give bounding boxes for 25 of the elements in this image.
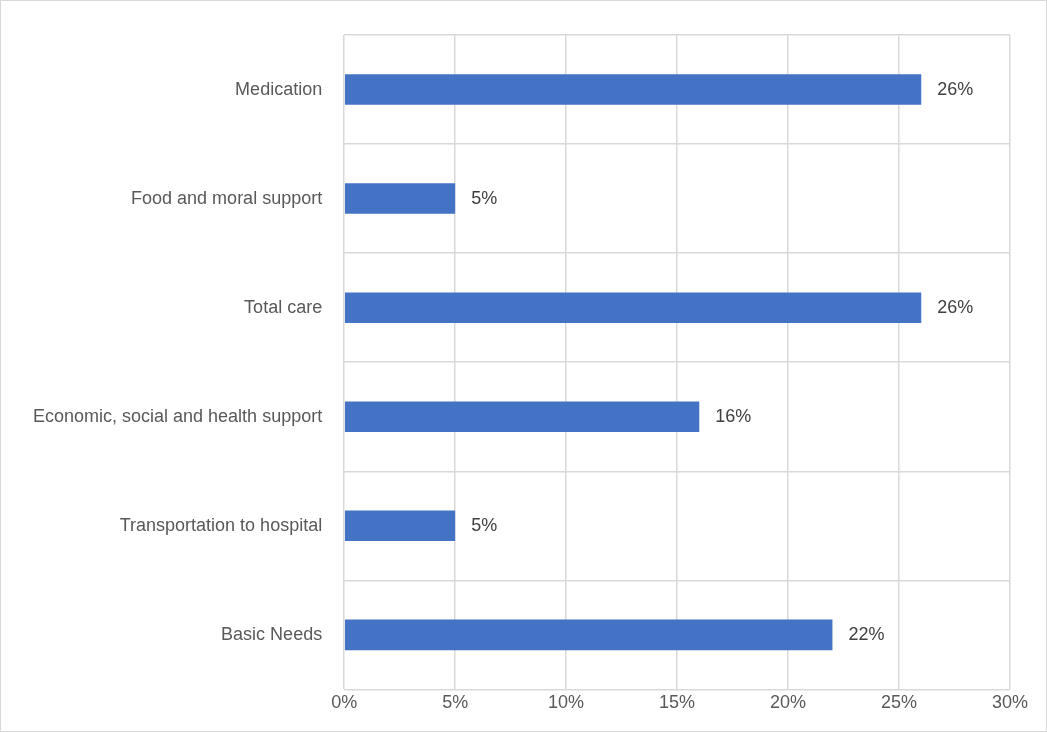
x-tick-label: 5% [442, 692, 469, 713]
x-tick-label: 20% [770, 692, 807, 713]
x-tick-label: 30% [991, 692, 1029, 713]
bar [344, 74, 922, 105]
bar [344, 401, 700, 432]
y-tick-label: Medication [235, 78, 323, 99]
data-label: 5% [471, 187, 498, 208]
bar [344, 510, 456, 542]
x-tick-label: 15% [659, 692, 696, 713]
y-tick-label: Economic, social and health support [33, 405, 323, 426]
bar [344, 619, 833, 651]
data-label: 26% [937, 78, 974, 99]
bar [344, 292, 922, 323]
data-label: 16% [715, 405, 752, 426]
y-tick-label: Food and moral support [131, 187, 323, 208]
y-tick-label: Basic Needs [221, 623, 323, 644]
data-label: 26% [937, 296, 974, 317]
bar [344, 183, 456, 214]
x-tick-label: 25% [881, 692, 918, 713]
x-tick-label: 0% [331, 692, 358, 713]
x-tick-label: 10% [548, 692, 585, 713]
y-tick-label: Total care [244, 296, 323, 317]
data-label: 22% [848, 623, 885, 644]
y-tick-label: Transportation to hospital [119, 514, 323, 535]
data-label: 5% [471, 514, 498, 535]
